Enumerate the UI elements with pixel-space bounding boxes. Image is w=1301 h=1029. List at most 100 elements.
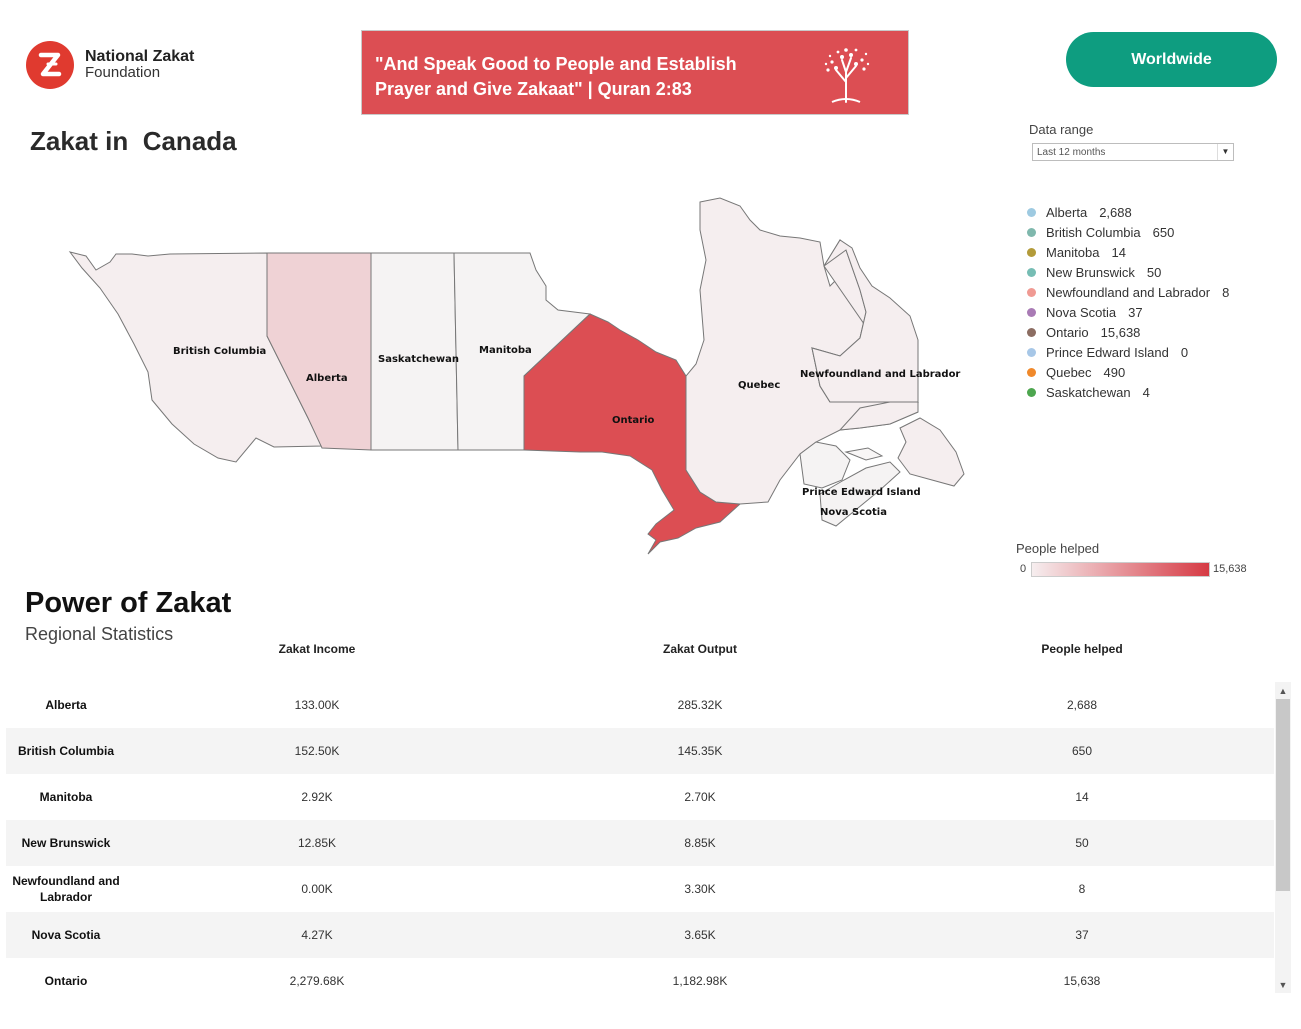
table-row[interactable]: New Brunswick 12.85K 8.85K 50 <box>6 820 1274 866</box>
region-name: Nova Scotia <box>31 928 101 942</box>
legend-name: Alberta <box>1046 204 1088 220</box>
province-british-columbia[interactable] <box>68 251 323 463</box>
column-header-people[interactable]: People helped <box>1041 642 1123 656</box>
province-new-brunswick[interactable] <box>799 441 851 489</box>
map-legend: Alberta 2,688 British Columbia 650 Manitoba 1… <box>1027 202 1229 402</box>
legend-dot-icon <box>1027 367 1036 377</box>
legend-name: New Brunswick <box>1046 264 1135 280</box>
income-cell: 12.85K <box>297 836 337 850</box>
label-pei: Prince Edward Island <box>802 487 921 498</box>
data-range-select[interactable]: Last 12 months ▼ <box>1032 143 1234 161</box>
label-british-columbia: British Columbia <box>173 346 266 357</box>
legend-item[interactable]: British Columbia 650 <box>1027 222 1229 242</box>
table-row[interactable]: Ontario 2,279.68K 1,182.98K 15,638 <box>6 958 1274 1004</box>
region-name: Newfoundland and Labrador <box>12 874 120 904</box>
legend-dot-icon <box>1027 227 1036 237</box>
income-cell: 2,279.68K <box>289 974 345 988</box>
table-row[interactable]: Alberta 133.00K 285.32K 2,688 <box>6 682 1274 728</box>
legend-name: Ontario <box>1046 324 1089 340</box>
legend-name: Saskatchewan <box>1046 384 1131 400</box>
region-name: British Columbia <box>17 744 114 758</box>
column-header-output[interactable]: Zakat Output <box>663 642 737 656</box>
output-cell: 2.70K <box>684 790 716 804</box>
legend-name: Quebec <box>1046 364 1092 380</box>
output-cell: 145.35K <box>677 744 723 758</box>
table-row[interactable]: Newfoundland and Labrador 0.00K 3.30K 8 <box>6 866 1274 912</box>
logo[interactable]: National Zakat Foundation <box>26 41 194 89</box>
scroll-up-icon[interactable]: ▲ <box>1278 686 1288 696</box>
table-row[interactable]: Nova Scotia 4.27K 3.65K 37 <box>6 912 1274 958</box>
people-cell: 15,638 <box>1063 974 1101 988</box>
table-row[interactable]: Manitoba 2.92K 2.70K 14 <box>6 774 1274 820</box>
label-quebec: Quebec <box>738 380 780 391</box>
legend-value: 0 <box>1180 344 1189 360</box>
province-saskatchewan[interactable] <box>370 252 459 451</box>
province-prince-edward-island[interactable] <box>844 447 884 461</box>
stats-title: Power of Zakat <box>25 587 232 619</box>
legend-value: 15,638 <box>1100 324 1141 340</box>
table-row[interactable]: British Columbia 152.50K 145.35K 650 <box>6 728 1274 774</box>
legend-item[interactable]: Saskatchewan 4 <box>1027 382 1229 402</box>
legend-dot-icon <box>1027 387 1036 397</box>
label-alberta: Alberta <box>306 373 348 384</box>
output-cell: 285.32K <box>677 698 723 712</box>
canada-map: British Columbia Alberta Saskatchewan Ma… <box>68 197 965 555</box>
scale-max: 15,638 <box>1213 563 1247 575</box>
province-ontario[interactable] <box>523 313 742 555</box>
legend-item[interactable]: Manitoba 14 <box>1027 242 1229 262</box>
legend-name: Prince Edward Island <box>1046 344 1169 360</box>
worldwide-button[interactable]: Worldwide <box>1066 32 1277 87</box>
banner-text: "And Speak Good to People and Establish … <box>375 54 737 99</box>
legend-dot-icon <box>1027 307 1036 317</box>
scale-min: 0 <box>1020 563 1027 575</box>
people-cell: 14 <box>1075 790 1089 804</box>
region-name: Ontario <box>44 974 88 988</box>
logo-line1: National Zakat <box>85 48 195 65</box>
legend-value: 37 <box>1128 304 1143 320</box>
output-cell: 8.85K <box>684 836 716 850</box>
column-header-income[interactable]: Zakat Income <box>278 642 356 656</box>
legend-item[interactable]: Prince Edward Island 0 <box>1027 342 1229 362</box>
legend-value: 14 <box>1111 244 1126 260</box>
people-cell: 50 <box>1075 836 1089 850</box>
region-name: Alberta <box>45 698 87 712</box>
income-cell: 0.00K <box>301 882 333 896</box>
legend-dot-icon <box>1027 247 1036 257</box>
quran-banner: "And Speak Good to People and Establish … <box>361 30 909 115</box>
legend-name: Manitoba <box>1046 244 1100 260</box>
province-labrador-coast <box>811 239 919 403</box>
legend-item[interactable]: Nova Scotia 37 <box>1027 302 1229 322</box>
people-cell: 37 <box>1075 928 1089 942</box>
chevron-down-icon[interactable]: ▼ <box>1217 144 1233 160</box>
legend-item[interactable]: Newfoundland and Labrador 8 <box>1027 282 1229 302</box>
income-cell: 2.92K <box>301 790 333 804</box>
legend-dot-icon <box>1027 327 1036 337</box>
legend-value: 2,688 <box>1099 204 1132 220</box>
people-cell: 2,688 <box>1066 698 1098 712</box>
label-nova-scotia: Nova Scotia <box>820 507 887 518</box>
legend-dot-icon <box>1027 347 1036 357</box>
legend-dot-icon <box>1027 267 1036 277</box>
output-cell: 3.30K <box>684 882 716 896</box>
scrollbar-thumb[interactable] <box>1276 699 1290 891</box>
legend-value: 50 <box>1146 264 1162 280</box>
color-scale-bar <box>1031 562 1210 577</box>
output-cell: 3.65K <box>684 928 716 942</box>
legend-value: 4 <box>1142 384 1150 400</box>
legend-value: 8 <box>1222 284 1230 300</box>
logo-line2: Foundation <box>85 64 161 81</box>
label-newfoundland: Newfoundland and Labrador <box>800 369 960 380</box>
data-range-label: Data range <box>1029 122 1094 137</box>
legend-item[interactable]: New Brunswick 50 <box>1027 262 1229 282</box>
province-nova-scotia[interactable] <box>819 461 901 527</box>
legend-item[interactable]: Alberta 2,688 <box>1027 202 1229 222</box>
legend-item[interactable]: Quebec 490 <box>1027 362 1229 382</box>
scroll-down-icon[interactable]: ▼ <box>1278 980 1288 990</box>
region-name: Manitoba <box>39 790 93 804</box>
map-title: Zakat in Canada <box>30 126 237 156</box>
province-manitoba[interactable] <box>453 252 592 451</box>
legend-item[interactable]: Ontario 15,638 <box>1027 322 1229 342</box>
output-cell: 1,182.98K <box>672 974 728 988</box>
label-saskatchewan: Saskatchewan <box>378 354 459 365</box>
stats-table: Alberta 133.00K 285.32K 2,688 British Columb… <box>6 682 1274 1004</box>
